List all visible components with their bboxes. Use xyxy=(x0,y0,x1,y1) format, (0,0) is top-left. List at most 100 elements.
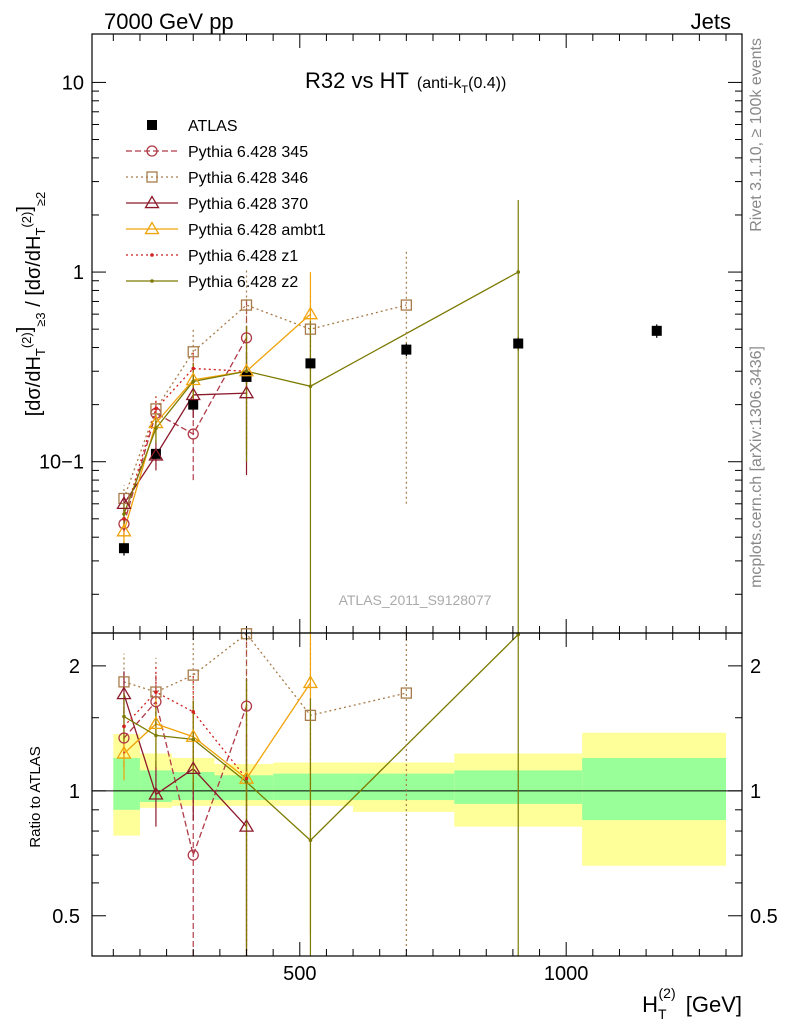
ratio-y-tick-label: 2 xyxy=(69,656,80,678)
data-point-pythia-6-428-370 xyxy=(148,447,164,461)
main-series-lines xyxy=(123,271,519,532)
x-axis-label: HT(2) [GeV] xyxy=(642,985,742,1022)
data-point-pythia-6-428-z2 xyxy=(516,632,521,637)
data-point-pythia-6-428-z2 xyxy=(154,733,158,738)
legend-marker xyxy=(147,120,157,130)
series-line-pythia-6-428-346 xyxy=(123,632,407,717)
data-point-pythia-6-428-ambt1 xyxy=(302,675,319,689)
data-point-pythia-6-428-z1 xyxy=(244,776,249,781)
series-line-pythia-6-428-z1 xyxy=(123,367,247,519)
data-point-pythia-6-428-370 xyxy=(238,818,255,832)
data-point-pythia-6-428-370 xyxy=(185,761,201,774)
band-inner xyxy=(273,773,354,801)
x-tick-label: 500 xyxy=(283,963,316,985)
main-y-axis-label: [dσ/dHT(2)]≥3 / [dσ/dHT(2)]≥2 xyxy=(14,192,48,417)
series-line-pythia-6-428-z2 xyxy=(123,271,519,515)
band-inner xyxy=(353,773,455,801)
data-point-pythia-6-428-ambt1 xyxy=(185,728,201,742)
legend: ATLAS Pythia 6.428 345 Pythia 6.428 346 Pyt… xyxy=(126,118,326,291)
data-point-pythia-6-428-z2 xyxy=(308,384,313,389)
ratio-y-tick-label-right: 0.5 xyxy=(750,906,778,928)
legend-marker xyxy=(146,171,158,183)
series-line-pythia-6-428-370 xyxy=(123,392,247,505)
series-line-pythia-6-428-345 xyxy=(123,337,248,525)
data-point-pythia-6-428-z2 xyxy=(154,426,158,431)
data-point-pythia-6-428-346 xyxy=(400,687,412,699)
data-point-pythia-6-428-z1 xyxy=(191,366,196,371)
band-inner xyxy=(113,757,140,810)
data-point-pythia-6-428-345 xyxy=(118,732,130,744)
legend-label: Pythia 6.428 346 xyxy=(188,170,308,187)
data-point-atlas xyxy=(188,399,199,410)
ratio-y-tick-label: 0.5 xyxy=(52,906,80,928)
data-point-pythia-6-428-z2 xyxy=(191,737,196,742)
legend-label: Pythia 6.428 370 xyxy=(188,196,308,213)
data-point-pythia-6-428-ambt1 xyxy=(238,363,255,377)
data-point-pythia-6-428-z2 xyxy=(122,714,126,719)
legend-label: Pythia 6.428 ambt1 xyxy=(188,222,326,239)
series-line-pythia-6-428-z1 xyxy=(123,691,248,780)
panel-frame xyxy=(91,632,743,957)
ratio-markers xyxy=(116,628,521,861)
main-panel: 10−1 1 10 R32 vs HT (anti-kT(0.4)) ATLAS_20… xyxy=(39,33,743,634)
data-point-pythia-6-428-345 xyxy=(187,849,199,861)
ratio-panel: 0.5 0.5 1 1 2 2 500 1000 xyxy=(52,628,778,985)
y-tick-label: 10−1 xyxy=(39,452,84,474)
y-tick-label: 10 xyxy=(62,72,84,94)
data-point-pythia-6-428-346 xyxy=(304,709,317,721)
data-point-pythia-6-428-z2 xyxy=(308,838,313,843)
data-point-atlas xyxy=(651,325,662,336)
data-point-pythia-6-428-z1 xyxy=(122,517,126,521)
header-left: 7000 GeV pp xyxy=(104,9,234,34)
x-tick-label: 1000 xyxy=(544,963,589,985)
ratio-axes: 0.5 0.5 1 1 2 2 500 1000 xyxy=(52,632,778,985)
main-axes: 10−1 1 10 xyxy=(39,33,743,634)
data-point-atlas xyxy=(118,543,129,554)
main-markers xyxy=(116,270,662,554)
y-tick-label: 1 xyxy=(73,262,84,284)
side-label-mcplots: mcplots.cern.ch [arXiv:1306.3436] xyxy=(748,346,765,588)
data-point-pythia-6-428-345 xyxy=(240,332,253,344)
data-point-pythia-6-428-345 xyxy=(240,700,253,712)
data-point-pythia-6-428-346 xyxy=(240,299,253,311)
legend-label: Pythia 6.428 z1 xyxy=(188,248,298,265)
data-point-pythia-6-428-370 xyxy=(148,786,164,800)
data-point-pythia-6-428-z1 xyxy=(154,690,158,694)
data-point-pythia-6-428-ambt1 xyxy=(116,745,132,759)
legend-marker xyxy=(150,253,154,257)
side-label-rivet: Rivet 3.1.10, ≥ 100k events xyxy=(748,38,765,232)
data-point-atlas xyxy=(305,358,316,369)
header-right: Jets xyxy=(691,9,731,34)
band-inner xyxy=(214,775,274,801)
ratio-y-tick-label-right: 1 xyxy=(750,781,761,803)
data-point-atlas xyxy=(241,371,252,382)
data-point-pythia-6-428-370 xyxy=(116,496,132,509)
data-point-atlas xyxy=(513,338,524,349)
data-point-pythia-6-428-z2 xyxy=(244,780,249,784)
band-inner xyxy=(582,757,727,821)
data-point-pythia-6-428-z2 xyxy=(516,270,521,274)
series-line-pythia-6-428-z2 xyxy=(123,634,519,842)
legend-marker xyxy=(146,145,158,157)
legend-marker xyxy=(150,279,154,283)
data-point-pythia-6-428-z2 xyxy=(122,512,126,516)
data-point-pythia-6-428-370 xyxy=(185,387,201,401)
data-point-pythia-6-428-ambt1 xyxy=(148,716,164,730)
analysis-watermark: ATLAS_2011_S9128077 xyxy=(339,592,492,608)
data-point-pythia-6-428-z1 xyxy=(122,724,126,729)
data-point-atlas xyxy=(150,448,161,459)
data-point-pythia-6-428-ambt1 xyxy=(302,306,319,320)
data-point-pythia-6-428-346 xyxy=(150,403,162,415)
data-point-pythia-6-428-370 xyxy=(116,686,132,700)
series-line-pythia-6-428-346 xyxy=(123,304,407,499)
data-point-pythia-6-428-346 xyxy=(187,346,199,358)
data-point-pythia-6-428-346 xyxy=(118,492,130,505)
legend-label: Pythia 6.428 345 xyxy=(188,144,308,161)
data-point-pythia-6-428-z2 xyxy=(191,379,196,384)
ratio-y-tick-label-right: 2 xyxy=(750,656,761,678)
data-point-pythia-6-428-346 xyxy=(304,323,317,335)
legend-marker xyxy=(144,221,160,235)
data-point-pythia-6-428-z1 xyxy=(191,710,196,714)
legend-label: Pythia 6.428 z2 xyxy=(188,274,298,291)
